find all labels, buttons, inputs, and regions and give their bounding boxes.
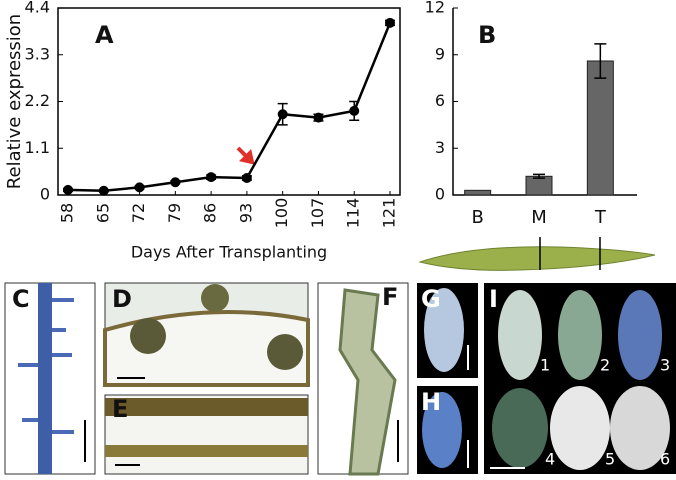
tissue — [105, 445, 308, 457]
x-tick-label: 100 — [272, 198, 291, 229]
point — [170, 177, 181, 188]
line — [67, 22, 392, 193]
y-tick-label: 3.3 — [25, 44, 50, 63]
panel-label: H — [421, 388, 441, 416]
seed — [610, 386, 670, 470]
tissue — [338, 288, 397, 476]
point — [349, 105, 360, 116]
seed — [424, 288, 464, 372]
point — [313, 112, 324, 123]
panel-label: F — [382, 283, 398, 311]
point — [63, 184, 73, 195]
point — [385, 17, 395, 28]
y-tick-label: 1.1 — [25, 138, 50, 157]
seed — [618, 290, 662, 380]
x-tick-label: M — [531, 207, 547, 228]
seed — [498, 290, 542, 380]
panel-label: G — [421, 285, 441, 313]
x-tick-label: 79 — [165, 203, 184, 223]
vascular-bundle — [201, 284, 229, 312]
bar — [586, 60, 614, 196]
point — [277, 109, 288, 120]
seed-number: 1 — [540, 356, 550, 375]
seed-number: 3 — [660, 356, 670, 375]
panel-label: B — [478, 21, 496, 49]
x-tick-label: T — [594, 207, 607, 228]
y-tick-label: 2.2 — [25, 91, 50, 110]
error-bar — [594, 43, 607, 79]
point — [134, 182, 145, 193]
bar — [464, 189, 492, 196]
y-tick-label: 4.4 — [25, 0, 50, 17]
x-tick-label: B — [471, 207, 483, 228]
panel-label: I — [489, 285, 498, 313]
error-bar — [533, 173, 545, 179]
y-tick-label: 3 — [435, 138, 445, 157]
y-tick-label: 12 — [425, 0, 445, 17]
vascular-bundle — [267, 334, 303, 370]
panel-label: D — [112, 285, 132, 313]
y-tick-label: 9 — [435, 44, 445, 63]
leaf — [418, 246, 656, 271]
seed — [558, 290, 602, 380]
y-axis-label: Relative expression — [4, 14, 25, 189]
y-tick-label: 0 — [40, 185, 50, 204]
x-tick-label: 65 — [93, 203, 112, 223]
root — [38, 283, 52, 474]
arrow — [236, 146, 255, 165]
x-tick-label: 72 — [129, 203, 148, 223]
y-tick-label: 6 — [435, 91, 445, 110]
x-tick-label: 121 — [380, 198, 399, 229]
seed-number: 4 — [545, 450, 555, 469]
root-hair — [18, 298, 74, 434]
seed-number: 2 — [600, 356, 610, 375]
seed — [422, 392, 462, 468]
seed — [492, 388, 548, 468]
point — [98, 185, 109, 196]
panel-label: E — [112, 395, 128, 423]
seed-number: 5 — [605, 450, 615, 469]
point — [241, 173, 252, 183]
panel-label: C — [12, 285, 30, 313]
x-tick-label: 86 — [201, 203, 220, 223]
y-tick-label: 0 — [435, 185, 445, 204]
x-tick-label: 114 — [344, 198, 363, 229]
x-tick-label: 93 — [236, 203, 255, 223]
tissue — [105, 398, 308, 416]
x-tick-label: 58 — [58, 203, 77, 223]
x-tick-label: 107 — [308, 198, 327, 229]
point — [206, 172, 217, 183]
panel-label: A — [95, 21, 114, 49]
vascular-bundle — [130, 318, 166, 354]
seed-number: 6 — [660, 450, 670, 469]
x-axis-label: Days After Transplanting — [131, 243, 327, 262]
seed — [550, 386, 610, 470]
bar — [525, 175, 553, 196]
